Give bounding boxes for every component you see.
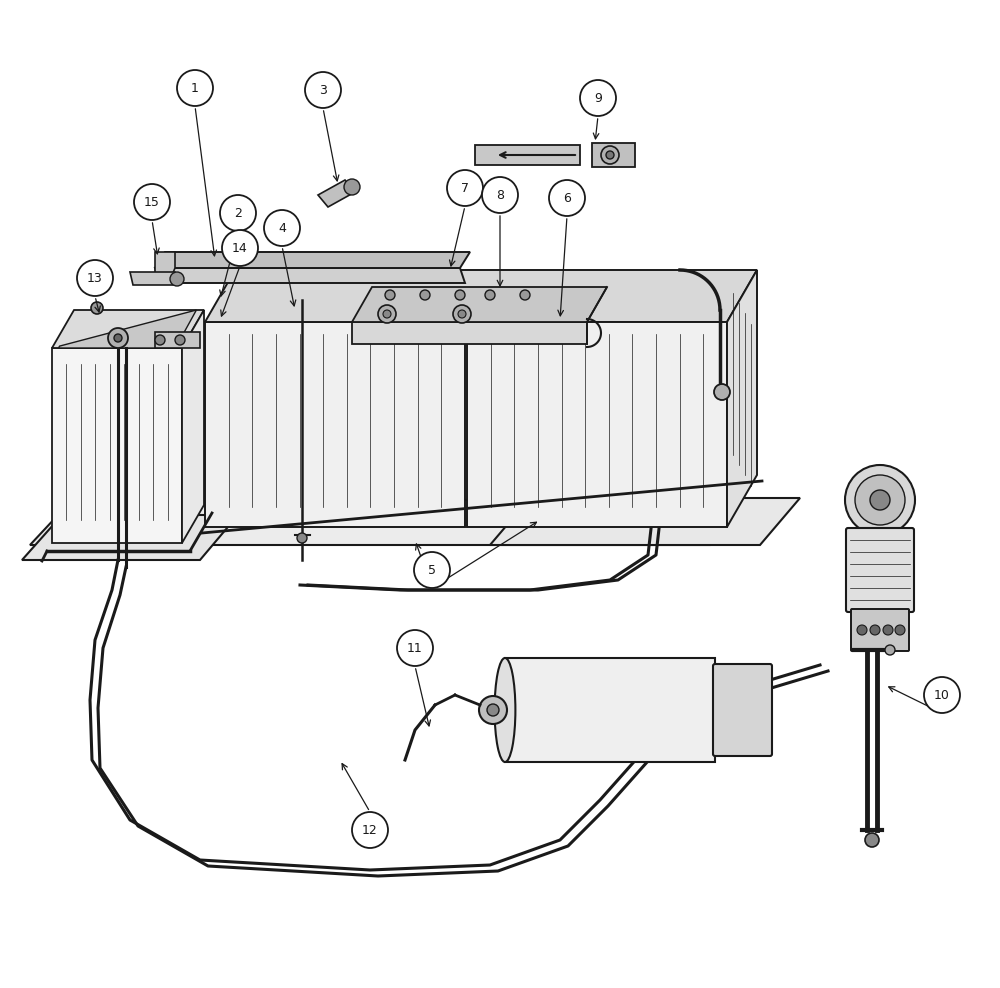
Circle shape — [482, 177, 518, 213]
Text: 4: 4 — [278, 221, 286, 234]
Polygon shape — [205, 270, 757, 322]
Circle shape — [420, 290, 430, 300]
Text: 11: 11 — [407, 641, 423, 654]
Text: 5: 5 — [428, 563, 436, 577]
Circle shape — [714, 384, 730, 400]
Circle shape — [855, 475, 905, 525]
Circle shape — [479, 696, 507, 724]
Circle shape — [397, 630, 433, 666]
Circle shape — [352, 812, 388, 848]
Circle shape — [264, 210, 300, 246]
Circle shape — [885, 645, 895, 655]
Text: 9: 9 — [594, 92, 602, 105]
Circle shape — [378, 305, 396, 323]
Circle shape — [485, 290, 495, 300]
Ellipse shape — [495, 658, 515, 762]
FancyBboxPatch shape — [846, 528, 914, 612]
Circle shape — [458, 310, 466, 318]
Polygon shape — [155, 252, 175, 280]
FancyBboxPatch shape — [851, 609, 909, 651]
Circle shape — [580, 80, 616, 116]
Circle shape — [455, 290, 465, 300]
Polygon shape — [490, 498, 800, 545]
Text: 15: 15 — [144, 196, 160, 208]
FancyBboxPatch shape — [713, 664, 772, 756]
FancyBboxPatch shape — [505, 658, 715, 762]
Circle shape — [91, 302, 103, 314]
Polygon shape — [475, 145, 580, 165]
Polygon shape — [52, 310, 204, 348]
Circle shape — [870, 490, 890, 510]
Text: 3: 3 — [319, 84, 327, 97]
Text: 10: 10 — [934, 689, 950, 701]
Circle shape — [305, 72, 341, 108]
Polygon shape — [352, 287, 607, 322]
Circle shape — [220, 195, 256, 231]
Circle shape — [177, 70, 213, 106]
Text: 2: 2 — [234, 206, 242, 219]
Circle shape — [383, 310, 391, 318]
Circle shape — [297, 533, 307, 543]
Polygon shape — [52, 348, 182, 543]
Circle shape — [77, 260, 113, 296]
Circle shape — [857, 625, 867, 635]
Circle shape — [222, 230, 258, 266]
Text: 14: 14 — [232, 241, 248, 255]
Polygon shape — [130, 272, 178, 285]
Text: 1: 1 — [191, 81, 199, 95]
Polygon shape — [205, 322, 465, 527]
Circle shape — [344, 179, 360, 195]
Circle shape — [175, 335, 185, 345]
Text: 13: 13 — [87, 272, 103, 285]
Polygon shape — [155, 268, 465, 283]
Circle shape — [601, 146, 619, 164]
Circle shape — [924, 677, 960, 713]
Polygon shape — [58, 310, 196, 348]
Polygon shape — [182, 310, 204, 543]
Circle shape — [549, 180, 585, 216]
Circle shape — [865, 833, 879, 847]
Polygon shape — [352, 322, 587, 344]
Circle shape — [170, 272, 184, 286]
Circle shape — [520, 290, 530, 300]
Polygon shape — [592, 143, 635, 167]
Text: 7: 7 — [461, 182, 469, 195]
Polygon shape — [155, 252, 470, 268]
Text: 8: 8 — [496, 189, 504, 202]
Circle shape — [453, 305, 471, 323]
Polygon shape — [318, 180, 355, 207]
Circle shape — [845, 465, 915, 535]
Circle shape — [895, 625, 905, 635]
Circle shape — [870, 625, 880, 635]
Circle shape — [155, 335, 165, 345]
Circle shape — [385, 290, 395, 300]
Polygon shape — [30, 500, 750, 545]
Circle shape — [114, 334, 122, 342]
Circle shape — [447, 170, 483, 206]
Circle shape — [606, 151, 614, 159]
Polygon shape — [467, 322, 727, 527]
Text: 12: 12 — [362, 824, 378, 837]
Circle shape — [414, 552, 450, 588]
Circle shape — [883, 625, 893, 635]
Polygon shape — [727, 270, 757, 527]
Circle shape — [134, 184, 170, 220]
Polygon shape — [22, 515, 238, 560]
Circle shape — [487, 704, 499, 716]
Polygon shape — [155, 332, 200, 348]
Circle shape — [108, 328, 128, 348]
Text: 6: 6 — [563, 192, 571, 205]
